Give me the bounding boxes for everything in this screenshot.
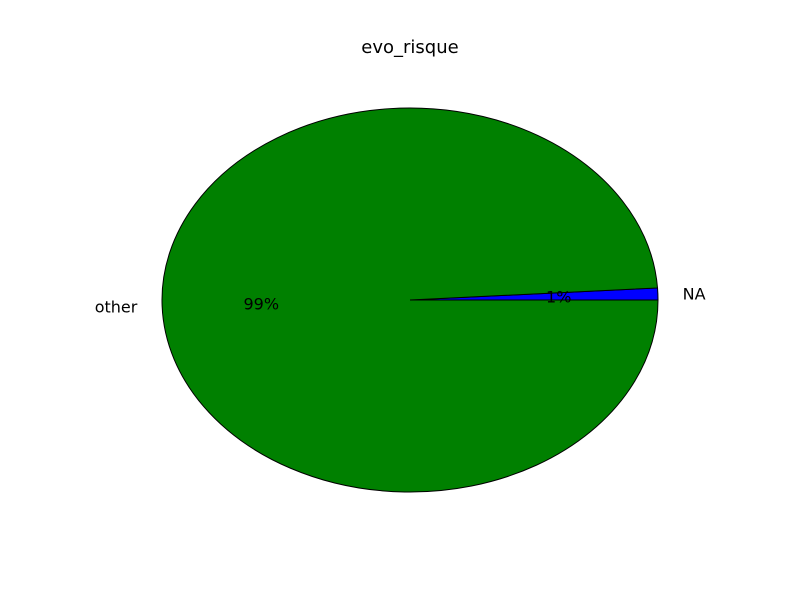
slice-percent-other: 99%: [243, 295, 279, 314]
slice-label-na: NA: [683, 284, 706, 303]
pie-slices: [161, 107, 659, 493]
slice-percent-na: 1%: [546, 287, 571, 306]
slice-label-other: other: [95, 298, 138, 317]
chart-title: evo_risque: [361, 37, 458, 58]
pie-slice-other: [161, 107, 659, 493]
pie-labels: NA 1% other 99%: [95, 284, 706, 316]
